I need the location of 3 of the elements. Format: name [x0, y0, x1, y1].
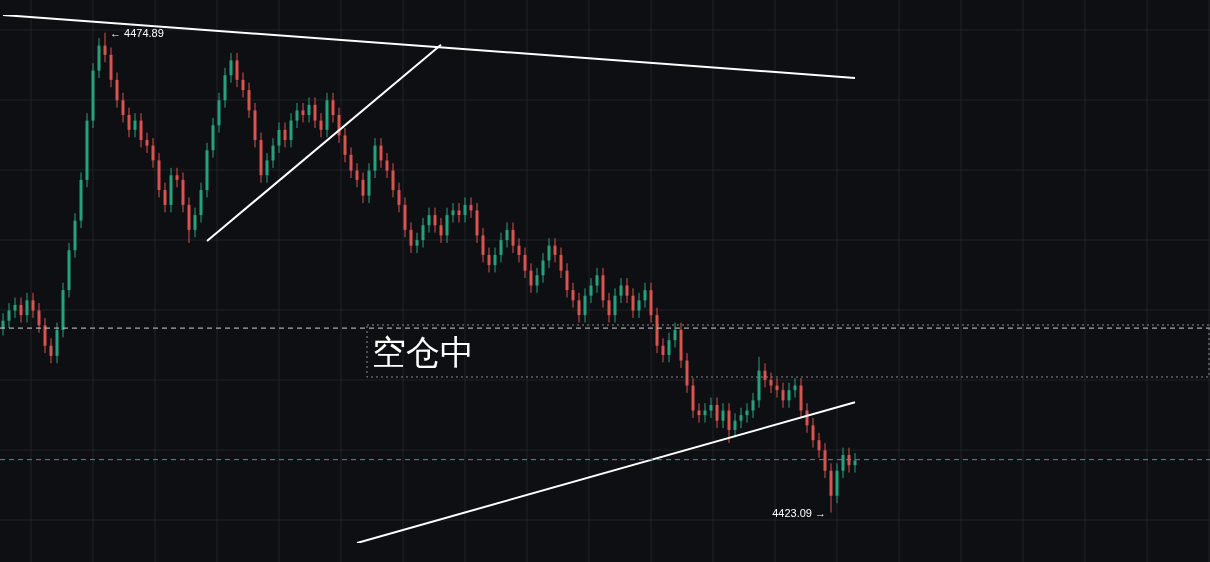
annotation: 空仓中: [372, 332, 474, 372]
annotation: ← 4474.89: [110, 26, 164, 39]
annotation: 4423.09 →: [772, 506, 826, 519]
